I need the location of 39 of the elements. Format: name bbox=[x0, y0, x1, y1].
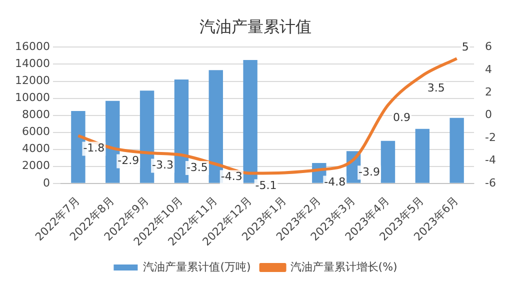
bar bbox=[415, 128, 430, 183]
data-label: -4.3 bbox=[220, 170, 242, 183]
bar bbox=[106, 100, 120, 183]
data-label: 3.5 bbox=[427, 81, 445, 94]
y2-tick-label: -6 bbox=[485, 176, 496, 190]
y-tick-label: 2000 bbox=[22, 159, 50, 172]
data-label: -3.5 bbox=[186, 160, 208, 174]
bar bbox=[208, 70, 223, 183]
y2-tick-label: 6 bbox=[485, 40, 492, 54]
legend-label: 汽油产量累计增长(%) bbox=[290, 260, 398, 274]
y-tick-label: 6000 bbox=[22, 125, 50, 138]
y-tick-label: 0 bbox=[42, 176, 50, 190]
data-label: -5.1 bbox=[255, 179, 277, 192]
data-label: -4.8 bbox=[324, 176, 346, 189]
bar bbox=[140, 90, 154, 183]
y-tick-label: 10000 bbox=[14, 91, 50, 104]
data-label: -3.9 bbox=[358, 165, 380, 178]
y2-tick-label: 0 bbox=[485, 108, 492, 122]
y2-tick-label: 2 bbox=[485, 85, 492, 98]
bar bbox=[174, 80, 189, 183]
data-label: 0.9 bbox=[392, 110, 410, 124]
bar bbox=[450, 118, 464, 183]
y-tick-label: 12000 bbox=[14, 74, 50, 88]
y-tick-label: 4000 bbox=[22, 142, 50, 156]
y2-tick-label: 4 bbox=[485, 62, 492, 76]
data-label: -1.8 bbox=[83, 142, 105, 155]
chart-title: 汽油产量累计值 bbox=[200, 16, 312, 36]
y-tick-label: 8000 bbox=[22, 108, 50, 122]
y2-tick-label: -4 bbox=[485, 154, 496, 167]
y-tick-label: 16000 bbox=[14, 40, 50, 54]
bar bbox=[380, 140, 396, 183]
data-label: 5 bbox=[462, 40, 469, 54]
data-label: -2.9 bbox=[118, 154, 140, 168]
y-tick-label: 14000 bbox=[14, 57, 50, 70]
y2-tick-label: -2 bbox=[485, 130, 496, 144]
legend-label: 汽油产量累计值(万吨) bbox=[143, 260, 251, 274]
data-label: -3.3 bbox=[152, 158, 174, 172]
bar bbox=[243, 60, 258, 183]
bar bbox=[71, 111, 86, 183]
